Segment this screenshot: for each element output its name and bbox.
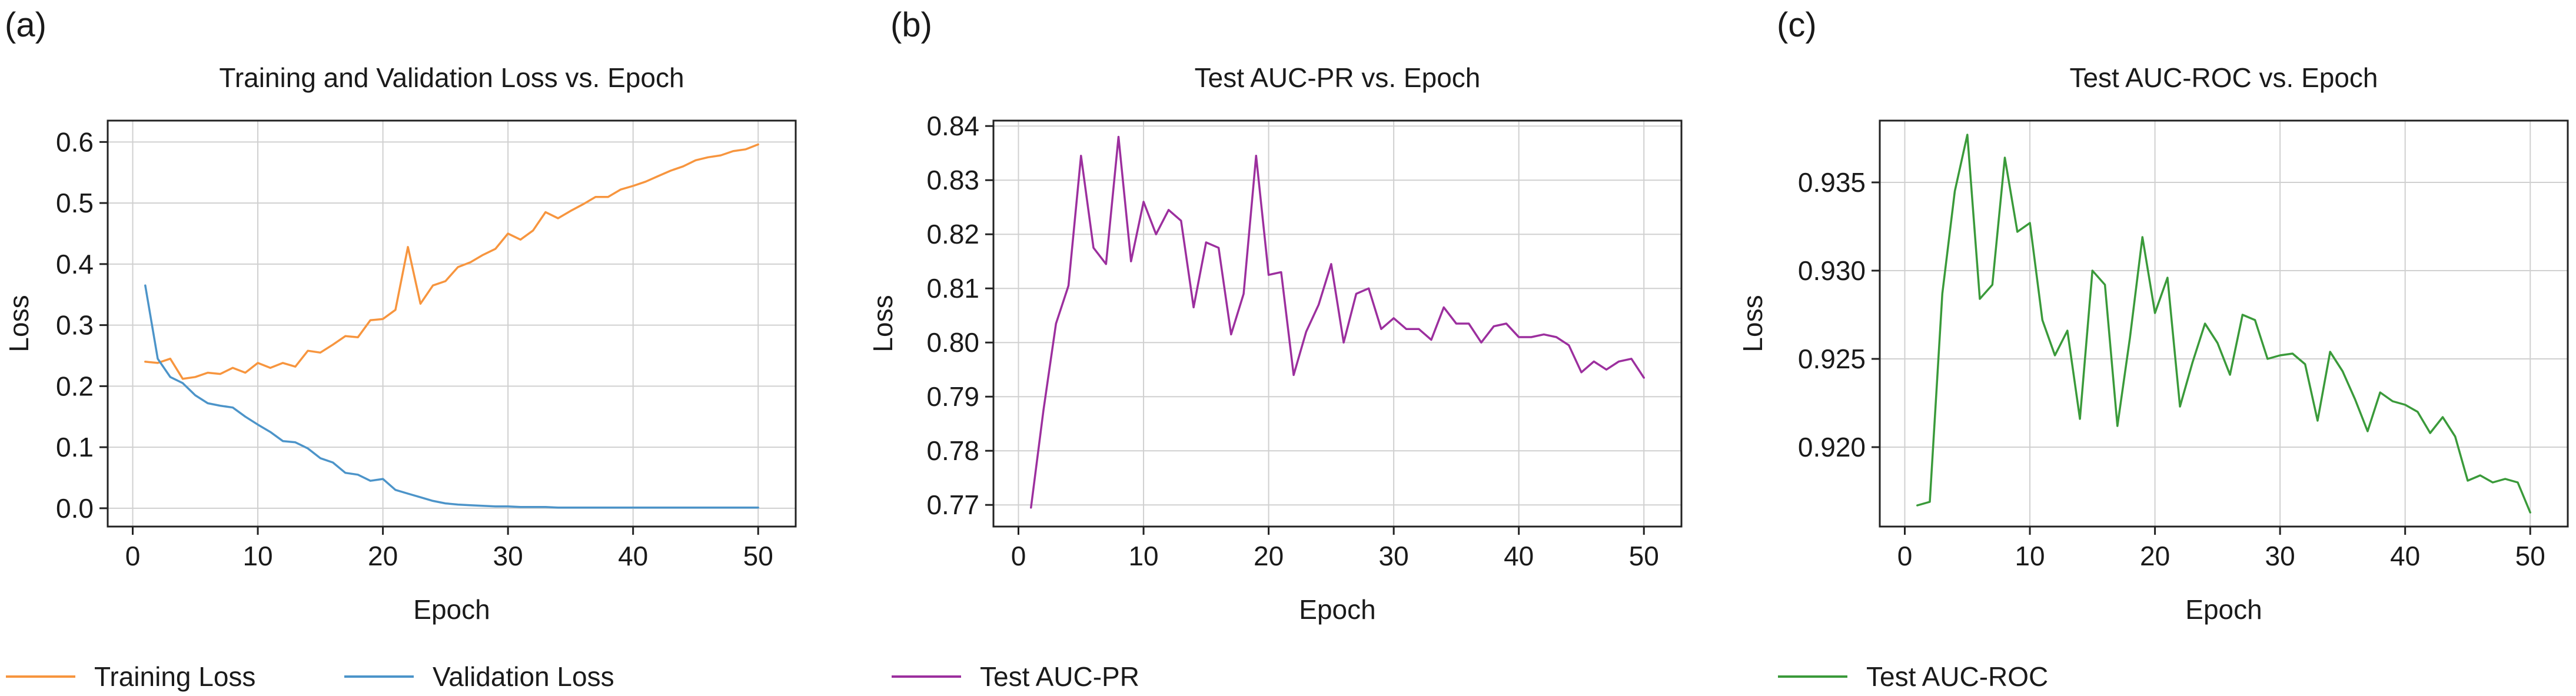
series-line-training-loss (144, 143, 759, 380)
x-tick-label: 10 (242, 541, 272, 571)
x-tick-label: 50 (743, 541, 773, 571)
legend-item: Test AUC-ROC (1778, 661, 2048, 692)
y-axis-label: Loss (4, 295, 34, 352)
legend-label: Test AUC-PR (980, 661, 1139, 692)
y-axis-label: Loss (1737, 295, 1768, 352)
y-tick-label: 0.77 (926, 489, 979, 520)
x-tick-label: 20 (2140, 541, 2170, 571)
chart-title: Test AUC-ROC vs. Epoch (2069, 62, 2378, 93)
x-tick-label: 50 (2515, 541, 2545, 571)
x-tick-label: 0 (1011, 541, 1026, 571)
x-axis-label: Epoch (413, 594, 490, 625)
panel-b: (b) Test AUC-PR vs. Epoch 0 10 20 30 40 50 0.77 0… (867, 6, 1683, 692)
y-tick-label: 0.935 (1798, 167, 1866, 198)
x-tick-label: 0 (125, 541, 141, 571)
y-tick-label: 0.79 (926, 381, 979, 412)
x-tick-label: 30 (1379, 541, 1409, 571)
legend-label: Test AUC-ROC (1866, 661, 2048, 692)
y-tick-label: 0.3 (56, 310, 94, 341)
x-tick-label: 50 (1629, 541, 1659, 571)
x-axis-label: Epoch (1299, 594, 1375, 625)
x-tick-label: 40 (618, 541, 648, 571)
plot-frame (992, 119, 1683, 528)
y-tick-label: 0.1 (56, 432, 94, 462)
legend-label: Validation Loss (433, 661, 614, 692)
series-line-test-auc-pr (1030, 135, 1645, 509)
y-tick-label: 0.83 (926, 165, 979, 195)
y-tick-label: 0.81 (926, 273, 979, 304)
y-tick-label: 0.84 (926, 111, 979, 141)
series-line-test-auc-roc (1916, 134, 2531, 514)
y-tick-label: 0.78 (926, 435, 979, 466)
panel-label: (a) (5, 6, 46, 44)
y-tick-label: 0.5 (56, 188, 94, 218)
y-tick-label: 0.80 (926, 327, 979, 358)
panel-label: (b) (890, 6, 932, 44)
panel-label: (c) (1777, 6, 1817, 44)
y-tick-label: 0.2 (56, 371, 94, 401)
series-line-validation-loss (144, 284, 759, 509)
panel-a: (a) Training and Validation Loss vs. Epoc… (4, 6, 797, 692)
x-tick-label: 30 (493, 541, 523, 571)
y-tick-label: 0.82 (926, 219, 979, 249)
x-tick-label: 30 (2265, 541, 2295, 571)
y-tick-label: 0.930 (1798, 255, 1866, 286)
panel-c: (c) Test AUC-ROC vs. Epoch 0 10 20 30 40 50 0.92… (1737, 6, 2569, 692)
chart-title: Test AUC-PR vs. Epoch (1195, 62, 1481, 93)
legend-item: Test AUC-PR (892, 661, 1139, 692)
x-tick-label: 20 (368, 541, 398, 571)
y-axis-label: Loss (867, 295, 898, 352)
chart-title: Training and Validation Loss vs. Epoch (219, 62, 684, 93)
x-axis-label: Epoch (2185, 594, 2262, 625)
legend-label: Training Loss (94, 661, 255, 692)
x-tick-label: 40 (1504, 541, 1534, 571)
y-tick-label: 0.0 (56, 493, 94, 524)
y-tick-label: 0.4 (56, 249, 94, 279)
y-tick-label: 0.925 (1798, 344, 1866, 374)
plot-frame (1879, 119, 2569, 528)
x-tick-label: 40 (2390, 541, 2420, 571)
x-tick-label: 20 (1254, 541, 1284, 571)
legend-item: Validation Loss (344, 661, 614, 692)
legend-item: Training Loss (6, 661, 255, 692)
y-tick-label: 0.6 (56, 126, 94, 157)
y-tick-label: 0.920 (1798, 432, 1866, 462)
plot-frame (107, 119, 797, 528)
x-tick-label: 0 (1897, 541, 1913, 571)
x-tick-label: 10 (2015, 541, 2045, 571)
x-tick-label: 10 (1128, 541, 1158, 571)
